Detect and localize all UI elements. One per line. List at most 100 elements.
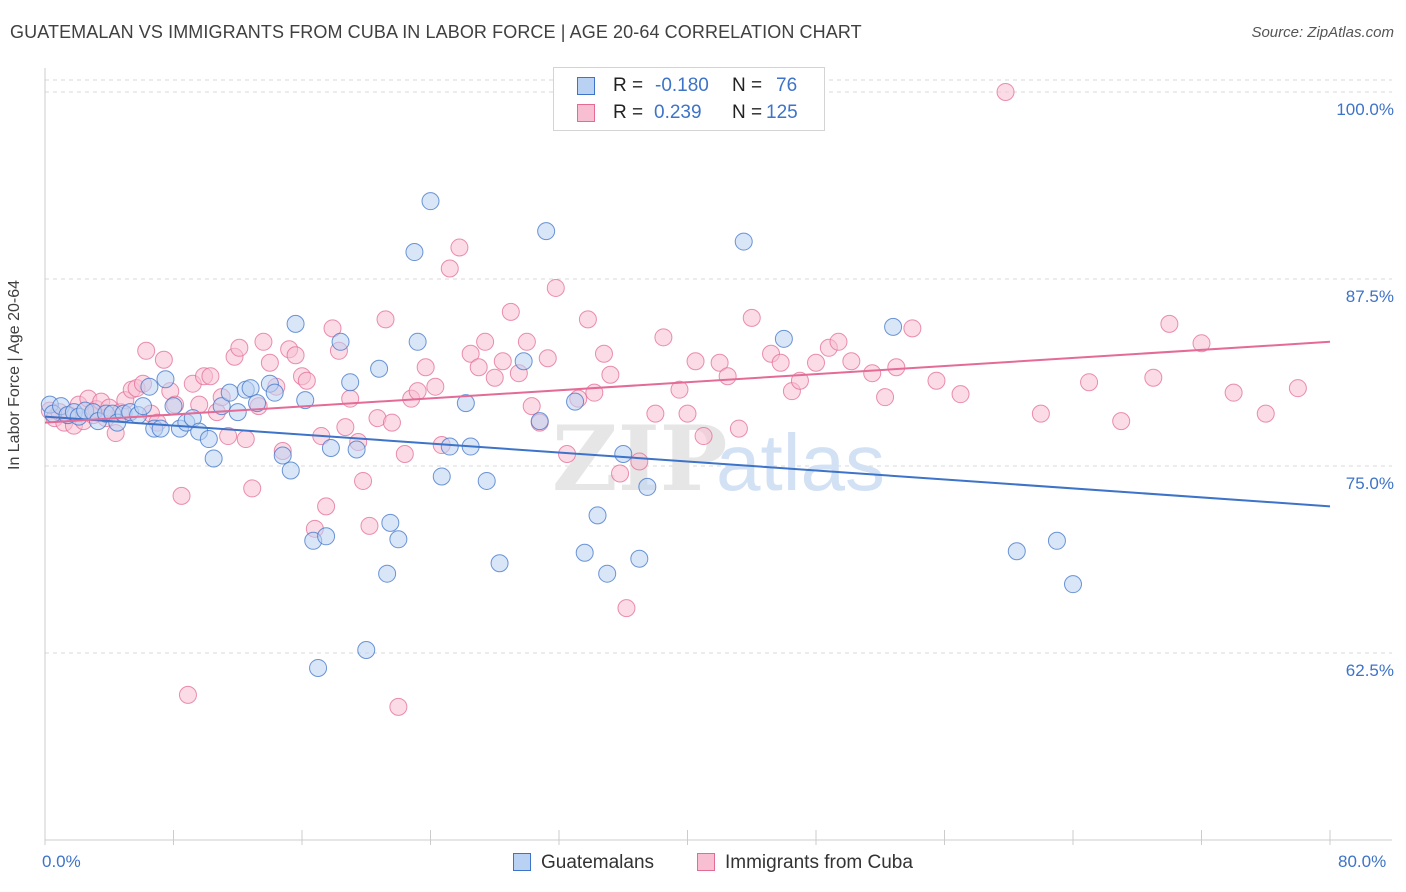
- x-tick-max: 80.0%: [1338, 852, 1387, 871]
- bottom-legend-guatemalans: Guatemalans: [513, 852, 654, 874]
- guatemalan-point: [204, 449, 223, 468]
- cuba-point: [485, 368, 504, 387]
- cuba-point: [501, 302, 520, 321]
- guatemalan-point: [598, 564, 617, 583]
- cuba-point: [863, 364, 882, 383]
- stats-legend: R = -0.180 N = 76 R = 0.239 N = 125: [553, 67, 825, 131]
- cuba-point: [219, 427, 238, 446]
- cuba-point: [1192, 334, 1211, 353]
- legend-n-label: N =: [732, 102, 763, 123]
- guatemalan-point: [156, 370, 175, 389]
- cuba-point: [376, 310, 395, 329]
- guatemalan-point: [477, 471, 496, 490]
- legend-swatch-pink: [577, 104, 595, 122]
- guatemalan-point: [774, 329, 793, 348]
- cuba-point: [317, 497, 336, 516]
- bottom-legend-label: Guatemalans: [541, 852, 655, 873]
- bottom-legend-label: Immigrants from Cuba: [725, 852, 913, 873]
- cuba-point: [578, 310, 597, 329]
- guatemalan-point: [286, 314, 305, 333]
- trend-lines: [44, 340, 1331, 508]
- cuba-point: [1256, 404, 1275, 423]
- guatemalan-point: [734, 232, 753, 251]
- cuba-point: [594, 344, 613, 363]
- cuba-point: [260, 353, 279, 372]
- cuba-point: [686, 352, 705, 371]
- guatemalan-point: [432, 467, 451, 486]
- guatemalan-point: [164, 397, 183, 416]
- cuba-point: [876, 388, 895, 407]
- guatemalan-point: [281, 461, 300, 480]
- legend-r-value: -0.180: [655, 75, 709, 96]
- cuba-point: [1288, 379, 1307, 398]
- legend-r-label: R =: [613, 75, 644, 96]
- trend-line-guatemalans: [44, 415, 1331, 508]
- cuba-point: [1144, 368, 1163, 387]
- cuba-point: [729, 419, 748, 438]
- cuba-point: [951, 385, 970, 404]
- cuba-point: [416, 358, 435, 377]
- cuba-point: [646, 404, 665, 423]
- guatemalan-point: [378, 564, 397, 583]
- y-tick-label: 100.0%: [1336, 99, 1394, 119]
- cuba-point: [408, 382, 427, 401]
- cuba-point: [440, 259, 459, 278]
- cuba-point: [1080, 373, 1099, 392]
- cuba-point: [903, 319, 922, 338]
- cuba-point: [354, 471, 373, 490]
- cuba-point: [842, 352, 861, 371]
- guatemalan-point: [630, 549, 649, 568]
- guatemalan-point: [265, 383, 284, 402]
- guatemalan-point: [537, 222, 556, 241]
- cuba-point: [546, 278, 565, 297]
- guatemalan-point: [341, 373, 360, 392]
- cuba-point: [178, 685, 197, 704]
- guatemalan-point: [1047, 531, 1066, 550]
- chart-title: GUATEMALAN VS IMMIGRANTS FROM CUBA IN LA…: [10, 22, 862, 42]
- y-tick-label: 62.5%: [1345, 660, 1394, 680]
- guatemalan-point: [530, 412, 549, 431]
- cuba-point: [450, 238, 469, 257]
- guatemalan-point: [309, 658, 328, 677]
- cuba-point: [236, 430, 255, 449]
- cuba-point: [382, 413, 401, 432]
- legend-swatch-blue: [577, 77, 595, 95]
- guatemalan-point: [228, 403, 247, 422]
- cuba-point: [654, 328, 673, 347]
- guatemalan-point: [588, 506, 607, 525]
- guatemalan-point: [317, 527, 336, 546]
- cuba-point: [617, 599, 636, 618]
- cuba-point: [243, 479, 262, 498]
- guatemalan-point: [370, 359, 389, 378]
- cuba-point: [630, 452, 649, 471]
- guatemalan-point: [140, 377, 159, 396]
- cuba-point: [771, 353, 790, 372]
- cuba-point: [254, 332, 273, 351]
- cuba-point: [710, 353, 729, 372]
- cuba-point: [1160, 314, 1179, 333]
- guatemalan-point: [331, 332, 350, 351]
- legend-r-label: R =: [613, 102, 644, 123]
- cuba-point: [336, 418, 355, 437]
- watermark: ZIP atlas: [552, 406, 885, 512]
- guatemalan-point: [421, 192, 440, 211]
- cuba-point: [601, 365, 620, 384]
- legend-n-value: 125: [766, 102, 798, 123]
- cuba-point: [154, 350, 173, 369]
- guatemalan-point: [1064, 575, 1082, 594]
- guatemalan-point: [566, 392, 585, 411]
- cuba-point: [426, 377, 445, 396]
- cuba-point: [790, 371, 809, 390]
- guatemalan-point: [357, 640, 376, 659]
- cuba-point: [1112, 412, 1131, 431]
- cuba-point: [996, 82, 1015, 101]
- trend-line-cuba: [44, 340, 1331, 424]
- bottom-legend-swatch-blue: [513, 853, 531, 871]
- cuba-point: [887, 358, 906, 377]
- cuba-point: [201, 367, 220, 386]
- guatemalan-point: [1007, 542, 1026, 561]
- axes: [44, 68, 1392, 845]
- guatemalan-point: [199, 430, 218, 449]
- legend-r-value: 0.239: [654, 102, 702, 123]
- legend-row-cuba: R = 0.239 N = 125: [554, 100, 824, 126]
